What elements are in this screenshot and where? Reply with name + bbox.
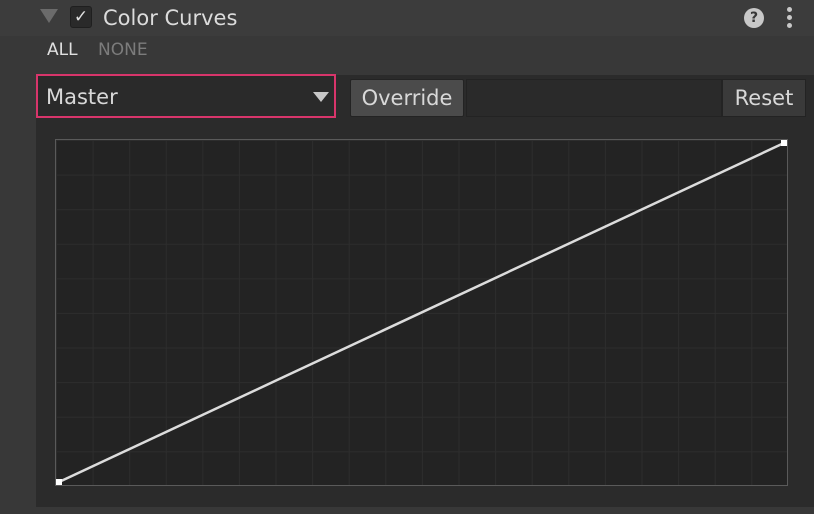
chevron-down-icon: [313, 92, 329, 102]
reset-button[interactable]: Reset: [722, 79, 806, 117]
enabled-checkbox[interactable]: ✓: [70, 6, 92, 28]
component-title: Color Curves: [103, 6, 238, 30]
curve-value-field[interactable]: [466, 79, 722, 117]
foldout-arrow-icon[interactable]: [40, 9, 58, 23]
channel-dropdown[interactable]: Master: [36, 74, 336, 118]
override-button[interactable]: Override: [350, 79, 464, 117]
checkbox-check-icon: ✓: [73, 7, 89, 27]
curve-graph[interactable]: [56, 140, 787, 485]
help-icon[interactable]: ?: [744, 8, 764, 28]
curve-key-handle-1[interactable]: [781, 140, 787, 146]
curve-key-handle-0[interactable]: [56, 479, 62, 485]
toggle-all-button[interactable]: ALL: [47, 40, 78, 60]
curve-line[interactable]: [58, 141, 785, 484]
channel-value: Master: [46, 85, 118, 109]
component-header: ✓ Color Curves ?: [0, 0, 814, 36]
curve-editor-area[interactable]: [55, 139, 788, 486]
toggle-none-button[interactable]: NONE: [98, 40, 148, 60]
more-options-icon[interactable]: [784, 7, 794, 29]
